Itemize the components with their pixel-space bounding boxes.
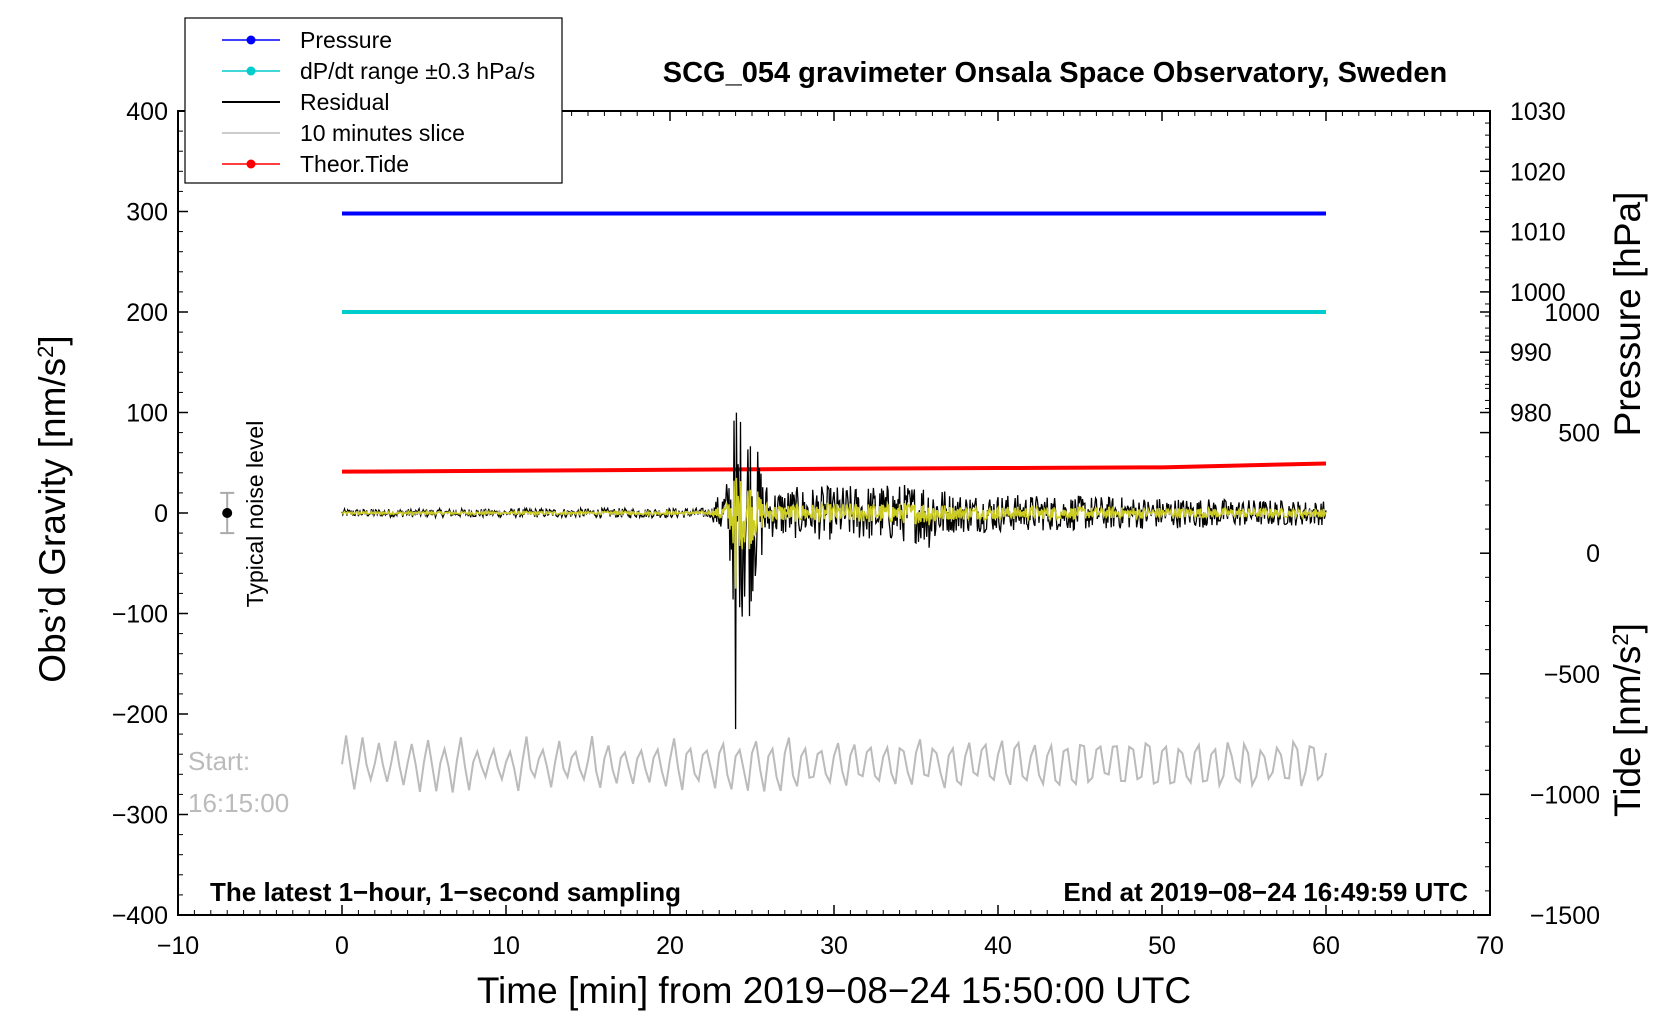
tide-line	[341, 461, 1327, 474]
pressure-tick-label: 990	[1510, 339, 1552, 367]
x-tick-label: 20	[656, 932, 684, 960]
pressure-tick-label: 1010	[1510, 219, 1566, 247]
legend-marker	[246, 66, 256, 76]
noise-dot	[222, 508, 233, 518]
residual-line	[341, 412, 1327, 730]
slice-line	[341, 735, 1327, 793]
tide-tick-label: 500	[1558, 420, 1600, 448]
tide-tick-label: 0	[1586, 540, 1600, 568]
tide-tick-label: −1000	[1530, 781, 1600, 809]
y-tick-label: −100	[112, 601, 168, 629]
residual-filtered-line	[341, 477, 1327, 589]
x-tick-label: 50	[1148, 932, 1176, 960]
legend-marker	[246, 159, 256, 169]
tide-tick-label: −500	[1544, 661, 1600, 689]
chart-title: SCG_054 gravimeter Onsala Space Observat…	[663, 57, 1447, 89]
x-tick-label: 10	[492, 932, 520, 960]
x-tick-label: −10	[157, 932, 199, 960]
tide-tick-label: −1500	[1530, 902, 1600, 930]
legend: Pressure dP/dt range ±0.3 hPa/s Residual 10…	[184, 17, 563, 184]
tide-axis-label: Tide [nm/s2]	[1607, 623, 1648, 817]
pressure-tick-label: 1030	[1510, 98, 1566, 126]
pressure-tick-label: 1000	[1510, 279, 1566, 307]
y-tick-label: 400	[126, 98, 168, 126]
series-layer	[341, 211, 1327, 793]
pressure-axis-label: Pressure [hPa]	[1607, 192, 1648, 437]
y-tick-label: −300	[112, 802, 168, 830]
y-axis-label: Obs’d Gravity [nm/s2]	[32, 335, 73, 682]
start-label: Start:	[188, 746, 250, 776]
legend-box	[184, 17, 563, 184]
y-tick-label: 200	[126, 299, 168, 327]
x-tick-label: 0	[335, 932, 349, 960]
noise-label: Typical noise level	[242, 421, 268, 608]
noise-marker: Typical noise level	[220, 421, 268, 608]
legend-label: 10 minutes slice	[300, 120, 465, 146]
y-tick-label: 100	[126, 400, 168, 428]
start-time: 16:15:00	[188, 788, 289, 818]
legend-label: Pressure	[300, 27, 392, 53]
x-tick-label: 30	[820, 932, 848, 960]
y-tick-label: 0	[154, 500, 168, 528]
legend-label: dP/dt range ±0.3 hPa/s	[300, 58, 535, 84]
tide-tick-label: 1000	[1544, 299, 1600, 327]
x-tick-label: 40	[984, 932, 1012, 960]
y-tick-label: −400	[112, 902, 168, 930]
y-tick-label: −200	[112, 701, 168, 729]
x-tick-label: 70	[1476, 932, 1504, 960]
y-tick-label: 300	[126, 199, 168, 227]
legend-marker	[246, 35, 256, 45]
axis-ticks: −10 0 10 20 30 40 50 60 704003002001000−100−200−…	[112, 98, 1600, 960]
x-tick-label: 60	[1312, 932, 1340, 960]
legend-label: Residual	[300, 89, 390, 115]
bottom-right-note: End at 2019−08−24 16:49:59 UTC	[1063, 877, 1468, 907]
bottom-left-note: The latest 1−hour, 1−second sampling	[210, 877, 681, 907]
pressure-tick-label: 980	[1510, 400, 1552, 428]
legend-label: Theor.Tide	[300, 151, 409, 177]
x-axis-label: Time [min] from 2019−08−24 15:50:00 UTC	[477, 970, 1191, 1011]
pressure-tick-label: 1020	[1510, 158, 1566, 186]
